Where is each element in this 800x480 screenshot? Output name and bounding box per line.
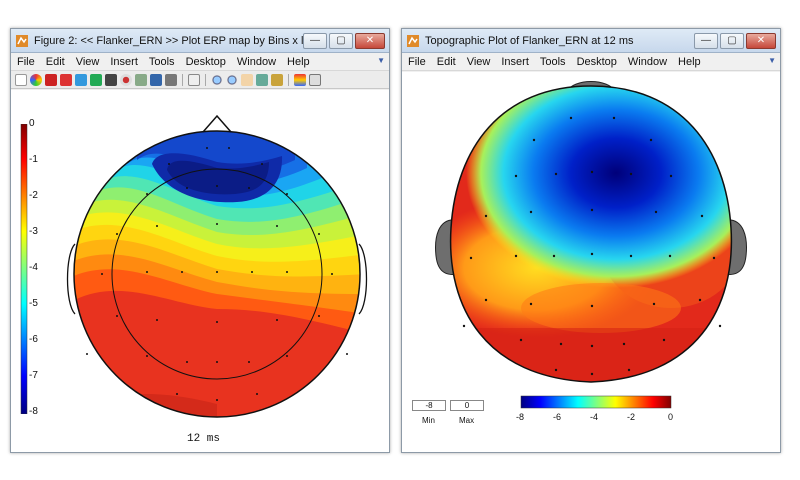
erplab-icon[interactable] [45, 73, 57, 86]
menu-view[interactable]: View [466, 55, 491, 68]
save-icon[interactable] [150, 73, 162, 86]
menu-bar: File Edit View Insert Tools Desktop Wind… [402, 53, 780, 71]
cursor-data-icon[interactable] [75, 73, 87, 86]
pointer-icon[interactable] [188, 73, 200, 86]
colorbar-tick: -8 [29, 406, 38, 417]
title-bar[interactable]: Figure 2: << Flanker_ERN >> Plot ERP map… [11, 29, 389, 53]
toolbar-separator [205, 73, 206, 86]
menu-tools[interactable]: Tools [148, 55, 175, 68]
menu-view[interactable]: View [75, 55, 100, 68]
matlab-figure-icon [406, 34, 420, 48]
data-cursor-icon[interactable] [271, 73, 283, 86]
record-icon[interactable] [120, 73, 132, 86]
print-icon[interactable] [165, 73, 177, 86]
window-title: Figure 2: << Flanker_ERN >> Plot ERP map… [34, 34, 303, 47]
rotate-icon[interactable] [256, 73, 268, 86]
maximize-button[interactable]: ▢ [329, 32, 353, 49]
close-button[interactable]: ✕ [355, 32, 385, 49]
zoom-in-icon[interactable] [211, 73, 223, 86]
colorbar-tick: -8 [516, 412, 525, 422]
legend-icon[interactable] [309, 73, 321, 86]
min-value-field[interactable]: -8 [412, 400, 446, 411]
new-figure-icon[interactable] [15, 73, 27, 86]
pdf-icon[interactable] [60, 73, 72, 86]
menu-desktop[interactable]: Desktop [576, 55, 617, 68]
colorbar-tick: -2 [627, 412, 636, 422]
zoom-out-icon[interactable] [226, 73, 238, 86]
pan-icon[interactable] [241, 73, 253, 86]
colorbar-tick: -5 [29, 298, 38, 309]
colorbar-tick: -4 [29, 262, 38, 273]
colorbar-tick: -6 [553, 412, 562, 422]
menu-overflow-icon[interactable]: ▼ [768, 56, 776, 65]
menu-file[interactable]: File [408, 55, 426, 68]
matlab-figure-icon [15, 34, 29, 48]
figure-canvas: 0 -1 -2 -3 -4 -5 -6 -7 -8 [11, 90, 389, 452]
menu-edit[interactable]: Edit [45, 55, 65, 68]
topographic-plot-window: Topographic Plot of Flanker_ERN at 12 ms… [401, 28, 781, 453]
minimize-button[interactable]: — [303, 32, 327, 49]
menu-insert[interactable]: Insert [110, 55, 138, 68]
grid-icon[interactable] [135, 73, 147, 86]
colorbar-tick: 0 [29, 118, 35, 129]
window-title: Topographic Plot of Flanker_ERN at 12 ms [425, 34, 634, 47]
colorbar-tick: 0 [668, 412, 674, 422]
colorbar-tick: -7 [29, 370, 38, 381]
figure-toolbar [11, 71, 389, 89]
colorbar-tick: -1 [29, 154, 38, 165]
colorbar-tick: -3 [29, 226, 38, 237]
min-label: Min [422, 416, 435, 425]
toolbar-separator [182, 73, 183, 86]
topographic-scalp-map [435, 81, 747, 383]
menu-insert[interactable]: Insert [501, 55, 529, 68]
minimize-button[interactable]: — [694, 32, 718, 49]
colorbar [520, 395, 672, 409]
figure-canvas: -8 0 Min Max -8 -6 -4 -2 0 [402, 72, 780, 452]
insert-line-icon[interactable] [105, 73, 117, 86]
menu-window[interactable]: Window [627, 55, 668, 68]
menu-edit[interactable]: Edit [436, 55, 456, 68]
contour-scalp-map [66, 114, 368, 418]
close-button[interactable]: ✕ [746, 32, 776, 49]
colorbar-tick: -4 [590, 412, 599, 422]
menu-bar: File Edit View Insert Tools Desktop Wind… [11, 53, 389, 71]
menu-window[interactable]: Window [236, 55, 277, 68]
colorbar [20, 124, 28, 414]
colorbar-icon[interactable] [294, 73, 306, 86]
menu-help[interactable]: Help [678, 55, 701, 68]
menu-help[interactable]: Help [287, 55, 310, 68]
max-value-field[interactable]: 0 [450, 400, 484, 411]
menu-tools[interactable]: Tools [539, 55, 566, 68]
plot-tools-icon[interactable] [90, 73, 102, 86]
menu-desktop[interactable]: Desktop [185, 55, 226, 68]
max-label: Max [459, 416, 475, 425]
colormap-icon[interactable] [30, 73, 42, 86]
colorbar-tick: -6 [29, 334, 38, 345]
menu-overflow-icon[interactable]: ▼ [377, 56, 385, 65]
erp-map-window: Figure 2: << Flanker_ERN >> Plot ERP map… [10, 28, 390, 453]
maximize-button[interactable]: ▢ [720, 32, 744, 49]
latency-label: 12 ms [187, 433, 221, 445]
colorbar-tick: -2 [29, 190, 38, 201]
menu-file[interactable]: File [17, 55, 35, 68]
toolbar-separator [288, 73, 289, 86]
title-bar[interactable]: Topographic Plot of Flanker_ERN at 12 ms… [402, 29, 780, 53]
